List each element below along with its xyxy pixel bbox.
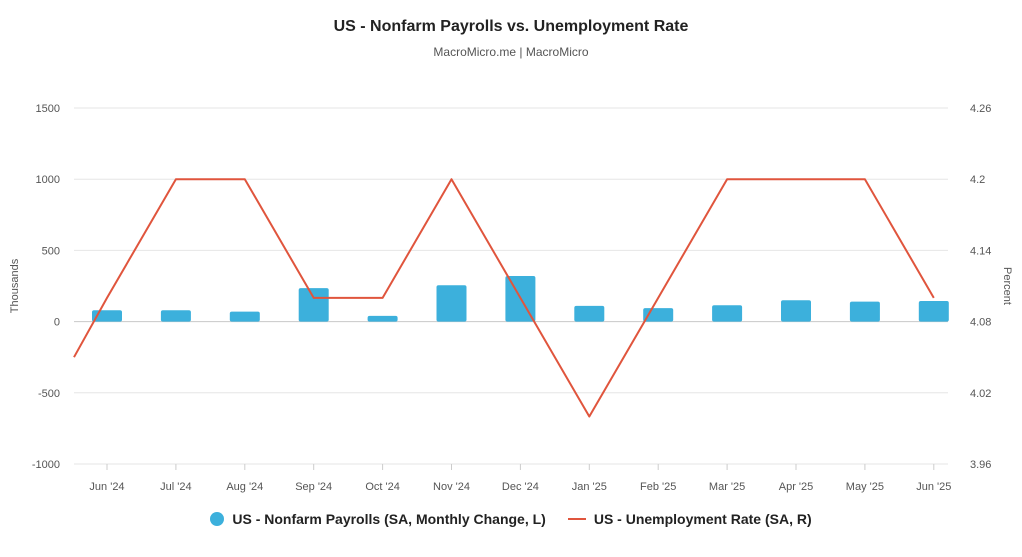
chart-title: US - Nonfarm Payrolls vs. Unemployment R… [333, 18, 689, 35]
line-unemployment [73, 178, 935, 418]
bar-payrolls [781, 300, 811, 322]
bar-payrolls [436, 285, 467, 322]
y-right-tick-label: 4.26 [970, 103, 991, 115]
y-left-tick-label: -1000 [32, 459, 60, 471]
chart-subtitle: MacroMicro.me | MacroMicro [433, 45, 589, 59]
x-tick-label: Jun '25 [916, 481, 951, 493]
legend-line-swatch [567, 518, 586, 520]
y-left-tick-label: -500 [38, 388, 60, 400]
legend-bar-swatch [210, 512, 225, 526]
x-tick-label: May '25 [846, 481, 884, 493]
bar-payrolls [574, 305, 605, 322]
y-left-tick-label: 1000 [36, 174, 60, 186]
x-tick-label: Feb '25 [640, 481, 676, 493]
y-right-axis-title: Percent [1001, 267, 1013, 305]
x-tick-label: Dec '24 [502, 481, 539, 493]
x-tick-label: Apr '25 [779, 481, 814, 493]
bar-payrolls [160, 310, 191, 322]
bar-payrolls [849, 301, 880, 322]
chart-legend: US - Nonfarm Payrolls (SA, Monthly Chang… [0, 511, 1022, 527]
legend-item-payrolls[interactable]: US - Nonfarm Payrolls (SA, Monthly Chang… [210, 511, 546, 527]
bar-payrolls [367, 315, 398, 322]
y-left-tick-label: 500 [42, 245, 60, 257]
y-right-tick-label: 3.96 [970, 459, 991, 471]
y-left-tick-label: 0 [54, 317, 60, 329]
x-tick-label: Oct '24 [365, 481, 400, 493]
x-tick-label: Sep '24 [295, 481, 332, 493]
x-tick-label: Jan '25 [572, 481, 607, 493]
bar-payrolls [229, 311, 260, 322]
y-left-tick-label: 1500 [36, 103, 60, 115]
y-right-tick-label: 4.14 [970, 245, 991, 257]
x-tick-label: Mar '25 [709, 481, 745, 493]
x-tick-label: Nov '24 [433, 481, 470, 493]
legend-label-unemployment: US - Unemployment Rate (SA, R) [593, 511, 812, 527]
y-right-tick-label: 4.2 [970, 174, 985, 186]
x-tick-label: Jul '24 [160, 481, 191, 493]
x-tick-label: Jun '24 [89, 481, 124, 493]
y-right-tick-label: 4.08 [970, 317, 991, 329]
bar-payrolls [712, 305, 743, 322]
y-left-axis-title: Thousands [9, 258, 21, 313]
y-right-tick-label: 4.02 [970, 388, 991, 400]
x-tick-label: Aug '24 [226, 481, 263, 493]
bar-payrolls [298, 288, 329, 322]
bar-payrolls [918, 300, 949, 322]
legend-item-unemployment[interactable]: US - Unemployment Rate (SA, R) [567, 511, 812, 527]
legend-label-payrolls: US - Nonfarm Payrolls (SA, Monthly Chang… [232, 511, 546, 527]
